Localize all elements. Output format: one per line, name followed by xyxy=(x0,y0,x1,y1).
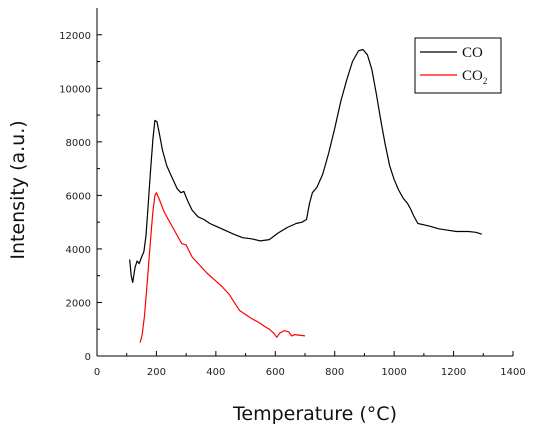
x-axis-title: Temperature (°C) xyxy=(232,403,397,425)
legend: CO CO2 xyxy=(414,37,502,94)
y-tick-label: 6000 xyxy=(66,191,91,202)
x-tick-label: 1400 xyxy=(500,367,525,378)
y-tick-label: 2000 xyxy=(66,298,91,309)
y-axis-title: Intensity (a.u.) xyxy=(7,120,29,259)
x-tick-label: 0 xyxy=(94,367,100,378)
y-tick-label: 10000 xyxy=(59,84,91,95)
series-line-co xyxy=(129,48,482,283)
y-tick-label: 12000 xyxy=(59,31,91,42)
legend-label: CO2 xyxy=(462,68,487,86)
legend-label: CO xyxy=(462,45,483,61)
legend-box xyxy=(414,37,502,94)
x-tick-label: 400 xyxy=(206,367,225,378)
axes: 0 200 400 600 800 1000 1200 1400 0 2000 4000 6000 80… xyxy=(59,8,526,378)
x-tick-label: 200 xyxy=(147,367,166,378)
y-tick-label: 0 xyxy=(85,352,91,363)
y-tick-label: 8000 xyxy=(66,138,91,149)
x-tick-label: 600 xyxy=(266,367,285,378)
x-tick-label: 800 xyxy=(325,367,344,378)
y-tick-label: 4000 xyxy=(66,245,91,256)
x-tick-label: 1200 xyxy=(441,367,466,378)
series-line-co2 xyxy=(139,192,306,343)
x-tick-label: 1000 xyxy=(381,367,406,378)
series-layer xyxy=(129,48,482,343)
